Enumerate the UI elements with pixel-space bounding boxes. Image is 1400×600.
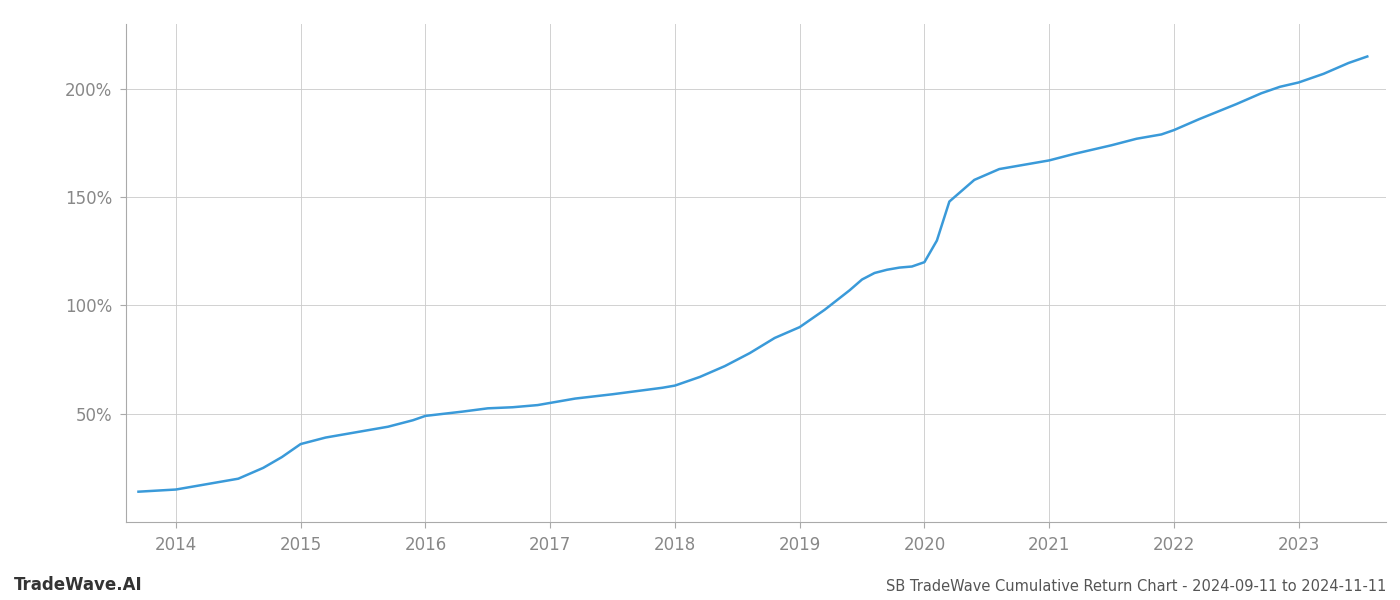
Text: TradeWave.AI: TradeWave.AI (14, 576, 143, 594)
Text: SB TradeWave Cumulative Return Chart - 2024-09-11 to 2024-11-11: SB TradeWave Cumulative Return Chart - 2… (886, 579, 1386, 594)
